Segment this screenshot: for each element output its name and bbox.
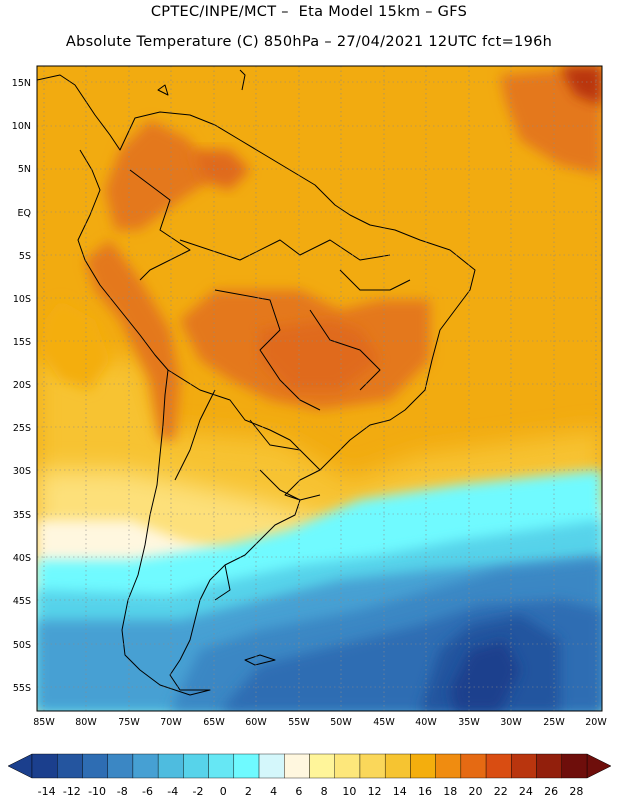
lat-label: 45S	[13, 596, 31, 607]
legend-label: -2	[192, 785, 203, 798]
color-legend: -14 -12 -10 -8 -6 -4 -2 0 2 4 6 8 10 12 14 16 18 20 22 24 26…	[7, 753, 612, 798]
lon-label: 35W	[458, 717, 480, 728]
legend-swatch	[157, 753, 184, 779]
legend-label: -8	[117, 785, 128, 798]
legend-swatch	[233, 753, 260, 779]
legend-label: 0	[220, 785, 227, 798]
legend-swatch	[359, 753, 386, 779]
legend-swatch	[435, 753, 462, 779]
legend-swatch	[82, 753, 108, 779]
legend-high-arrow	[586, 753, 612, 779]
legend-swatches	[31, 753, 588, 779]
legend-swatch	[57, 753, 83, 779]
lat-label: 35S	[13, 510, 31, 521]
legend-swatch	[31, 753, 58, 779]
lat-label: EQ	[18, 208, 31, 219]
lat-label: 30S	[13, 466, 31, 477]
map-frame	[36, 65, 603, 712]
legend-label: 8	[321, 785, 328, 798]
lon-label: 75W	[118, 717, 140, 728]
lat-label: 10N	[12, 121, 31, 132]
legend-swatch	[132, 753, 159, 779]
legend-swatch	[183, 753, 209, 779]
lon-label: 70W	[160, 717, 182, 728]
legend-label: 22	[494, 785, 508, 798]
legend-label: -10	[88, 785, 106, 798]
legend-swatch	[485, 753, 512, 779]
legend-swatch	[258, 753, 285, 779]
lon-label: 20W	[585, 717, 607, 728]
legend-label: 2	[245, 785, 252, 798]
legend-swatch	[384, 753, 411, 779]
lon-label: 65W	[203, 717, 225, 728]
map-title: CPTEC/INPE/MCT – Eta Model 15km – GFS	[150, 4, 468, 20]
legend-label: -14	[38, 785, 56, 798]
legend-labels: -14 -12 -10 -8 -6 -4 -2 0 2 4 6 8 10 12 14 16 18 20 22 24 26…	[38, 785, 584, 798]
lat-label: 20S	[13, 380, 31, 391]
legend-label: 18	[443, 785, 457, 798]
legend-swatch	[410, 753, 436, 779]
legend-swatch	[284, 753, 310, 779]
lat-label: 25S	[13, 423, 31, 434]
map-subtitle: Absolute Temperature (C) 850hPa – 27/04/…	[65, 34, 553, 50]
latitude-axis: 15N 10N 5N EQ 5S 10S 15S 20S 25S 30S 35S…	[12, 78, 31, 694]
legend-label: -4	[167, 785, 178, 798]
lat-label: 50S	[13, 640, 31, 651]
temperature-field	[37, 66, 602, 711]
legend-label: 12	[368, 785, 382, 798]
lat-label: 15N	[12, 78, 31, 89]
lat-label: 5N	[18, 164, 31, 175]
longitude-axis: 85W 80W 75W 70W 65W 60W 55W 50W 45W 40W …	[33, 717, 607, 728]
legend-label: 24	[519, 785, 533, 798]
lon-label: 45W	[373, 717, 395, 728]
lon-label: 30W	[500, 717, 522, 728]
lon-label: 55W	[288, 717, 310, 728]
lat-label: 10S	[13, 294, 31, 305]
legend-low-arrow	[7, 753, 33, 779]
lat-label: 5S	[19, 251, 31, 262]
legend-swatch	[107, 753, 134, 779]
legend-label: 10	[342, 785, 356, 798]
lat-label: 40S	[13, 553, 31, 564]
legend-label: 28	[569, 785, 583, 798]
legend-swatch	[334, 753, 361, 779]
legend-label: 14	[393, 785, 407, 798]
legend-label: 26	[544, 785, 558, 798]
legend-swatch	[460, 753, 487, 779]
legend-swatch	[561, 753, 588, 779]
legend-swatch	[536, 753, 562, 779]
legend-label: -12	[63, 785, 81, 798]
legend-swatch	[511, 753, 537, 779]
lat-label: 15S	[13, 337, 31, 348]
legend-swatch	[309, 753, 335, 779]
lon-label: 80W	[75, 717, 97, 728]
lon-label: 60W	[245, 717, 267, 728]
legend-label: 16	[418, 785, 432, 798]
legend-label: 20	[468, 785, 482, 798]
lon-label: 50W	[330, 717, 352, 728]
legend-label: 6	[295, 785, 302, 798]
lon-label: 85W	[33, 717, 55, 728]
lon-label: 40W	[415, 717, 437, 728]
country-borders	[37, 69, 476, 696]
lat-label: 55S	[13, 683, 31, 694]
legend-label: -6	[142, 785, 153, 798]
legend-swatch	[208, 753, 235, 779]
lon-label: 25W	[543, 717, 565, 728]
legend-label: 4	[270, 785, 277, 798]
